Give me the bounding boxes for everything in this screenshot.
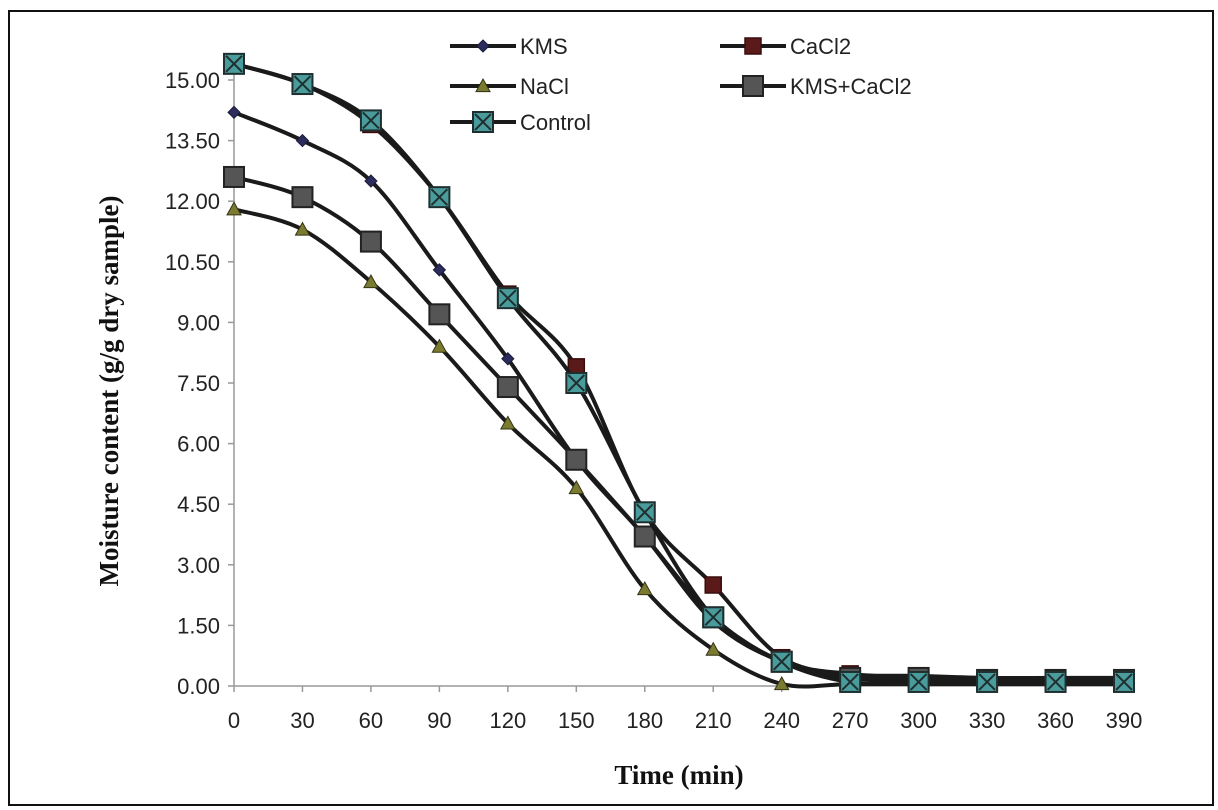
data-point-control [223, 52, 245, 75]
x-axis-ticks: 0 30 60 90 120 150 180 210 240 270 300 330 360 390 [228, 686, 1142, 733]
x-tick-label: 60 [359, 708, 383, 733]
y-tick-label: 12.00 [165, 189, 220, 214]
x-tick-label: 240 [763, 708, 800, 733]
series-kms-cacl2 [223, 165, 1135, 691]
legend-label-nacl: NaCl [520, 74, 569, 99]
data-point-kms-cacl2 [428, 303, 451, 326]
series-control [223, 52, 1135, 693]
legend-marker-nacl [475, 77, 491, 93]
data-point-kms [295, 133, 310, 148]
y-tick-label: 0.00 [177, 674, 220, 699]
data-point-control [428, 186, 451, 209]
data-point-control [702, 606, 725, 629]
x-tick-label: 270 [832, 708, 869, 733]
x-tick-label: 150 [558, 708, 595, 733]
data-point-control [565, 372, 588, 394]
y-axis-ticks: 0.00 1.50 3.00 4.50 6.00 7.50 9.00 10.50 12.00 13… [165, 68, 234, 699]
data-point-nacl [499, 415, 516, 430]
y-tick-label: 6.00 [177, 432, 220, 457]
legend-item-kms-cacl2: KMS+CaCl2 [720, 74, 912, 99]
y-tick-label: 13.50 [165, 129, 220, 154]
data-point-control [1113, 670, 1135, 693]
y-tick-label: 10.50 [165, 250, 220, 275]
data-point-control [907, 670, 930, 693]
data-point-kms-cacl2 [223, 165, 245, 188]
x-tick-label: 390 [1106, 708, 1143, 733]
data-point-control [496, 287, 519, 310]
data-point-nacl [773, 675, 790, 691]
y-tick-label: 3.00 [177, 553, 220, 578]
legend-item-cacl2: CaCl2 [720, 34, 851, 59]
x-tick-label: 30 [290, 708, 314, 733]
x-tick-label: 360 [1037, 708, 1074, 733]
x-tick-label: 120 [489, 708, 526, 733]
legend-item-nacl: NaCl [450, 74, 569, 99]
legend-label-kms-cacl2: KMS+CaCl2 [790, 74, 912, 99]
data-point-nacl [636, 581, 653, 596]
data-point-control [976, 670, 999, 693]
legend-marker-kms [476, 39, 490, 53]
series-line-nacl [233, 207, 1124, 689]
legend: KMS CaCl2 NaCl KMS+CaCl2 Control [450, 34, 912, 135]
x-tick-label: 300 [900, 708, 937, 733]
data-point-nacl [294, 221, 311, 236]
data-point-control [1044, 670, 1067, 693]
data-point-control [770, 650, 793, 673]
data-point-kms [364, 174, 378, 188]
series-kms [227, 105, 1131, 689]
legend-marker-kms-cacl2 [742, 75, 764, 97]
legend-item-control: Control [450, 110, 591, 135]
legend-marker-cacl2 [744, 37, 762, 55]
legend-marker-control [472, 111, 494, 133]
series-line-control [233, 61, 1124, 686]
chart-frame [8, 10, 1214, 806]
series-line-cacl2 [233, 61, 1124, 681]
legend-label-control: Control [520, 110, 591, 135]
data-point-kms-cacl2 [359, 230, 382, 253]
legend-item-kms: KMS [450, 34, 568, 59]
data-point-control [291, 73, 314, 96]
x-tick-label: 90 [427, 708, 451, 733]
legend-label-cacl2: CaCl2 [790, 34, 851, 59]
series-cacl2 [225, 55, 1133, 687]
data-point-control [359, 109, 382, 132]
x-tick-label: 330 [969, 708, 1006, 733]
legend-label-kms: KMS [520, 34, 568, 59]
x-tick-label: 180 [626, 708, 663, 733]
data-point-cacl2 [704, 576, 722, 594]
data-point-kms [227, 105, 241, 120]
data-point-kms [501, 352, 515, 366]
y-tick-label: 1.50 [177, 613, 220, 638]
data-point-kms-cacl2 [291, 186, 314, 209]
y-tick-label: 9.00 [177, 310, 220, 335]
data-point-nacl [705, 641, 722, 656]
data-point-kms [432, 263, 447, 277]
data-point-kms-cacl2 [565, 448, 588, 471]
data-point-nacl [363, 273, 379, 289]
data-point-control [839, 670, 862, 693]
data-point-kms-cacl2 [496, 376, 519, 399]
x-tick-label: 0 [228, 708, 240, 733]
data-point-nacl [226, 201, 242, 216]
series-nacl [226, 201, 1132, 691]
data-point-control [633, 501, 656, 524]
y-axis-title: Moisture content (g/g dry sample) [94, 196, 124, 587]
y-tick-label: 7.50 [177, 371, 220, 396]
y-tick-label: 15.00 [165, 68, 220, 93]
x-axis-title: Time (min) [614, 760, 743, 790]
series-layer [223, 52, 1135, 693]
data-point-nacl [431, 338, 448, 353]
data-point-kms-cacl2 [633, 525, 656, 548]
x-tick-label: 210 [695, 708, 732, 733]
y-tick-label: 4.50 [177, 492, 220, 517]
series-line-kms [233, 110, 1124, 685]
data-point-nacl [568, 480, 585, 495]
